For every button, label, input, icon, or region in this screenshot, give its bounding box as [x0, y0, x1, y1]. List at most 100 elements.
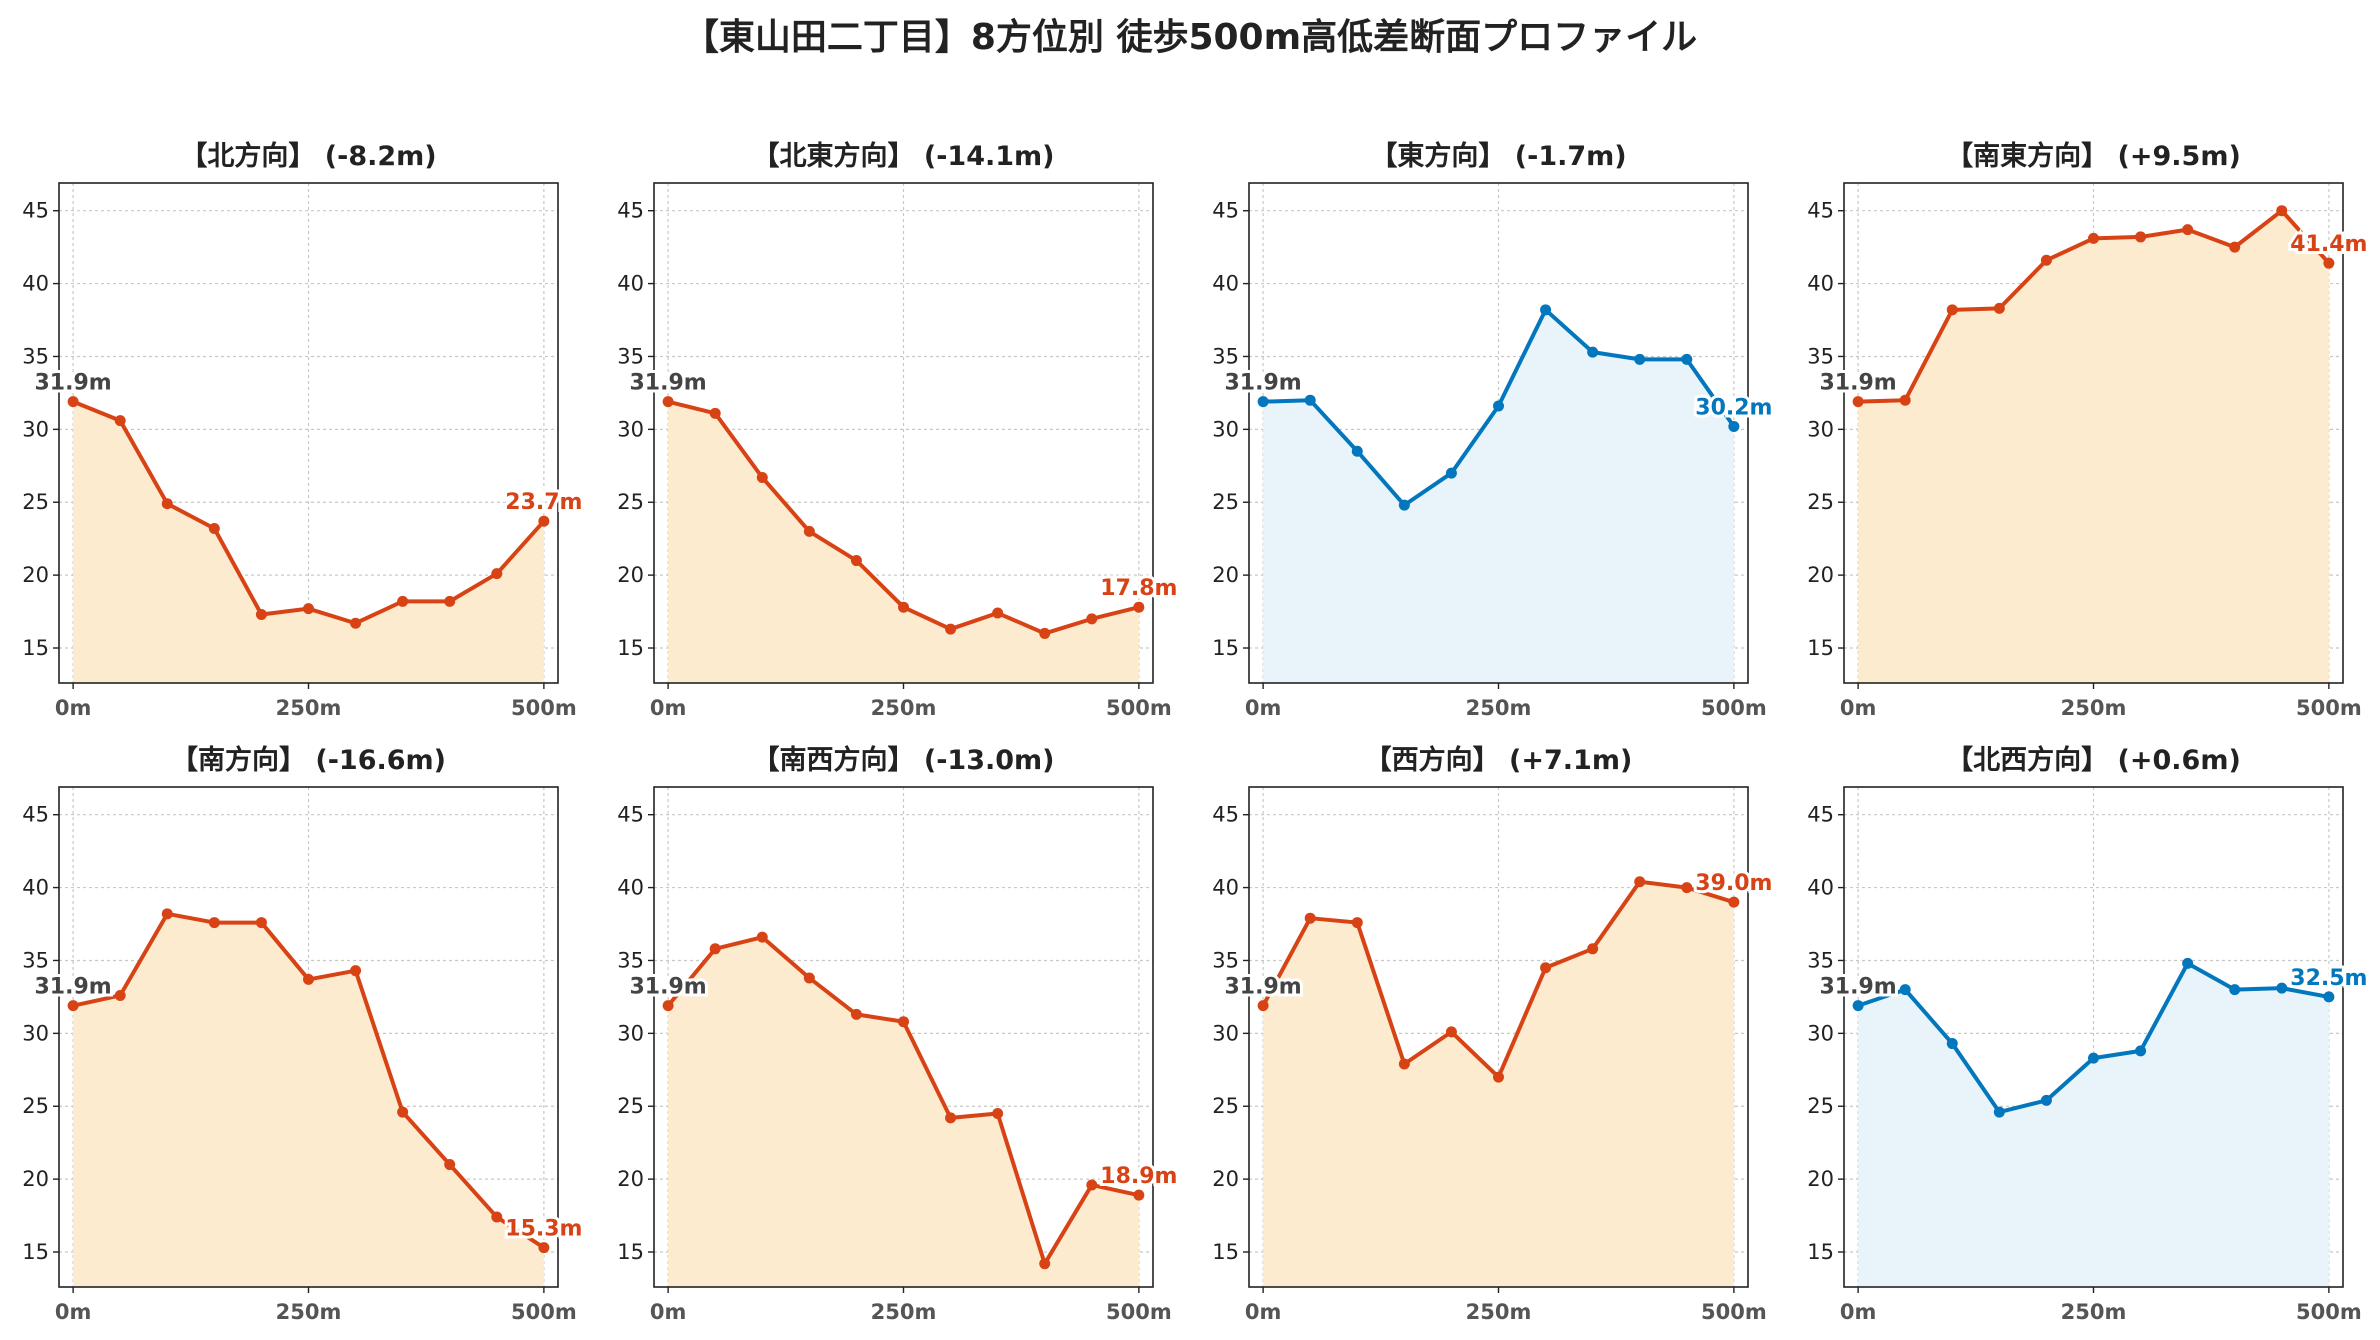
x-tick-label: 500m [1106, 1300, 1172, 1324]
y-tick-label: 40 [1807, 876, 1834, 900]
end-value-label: 39.0m [1695, 871, 1772, 896]
start-value-label: 31.9m [630, 371, 707, 396]
x-tick-label: 500m [511, 1300, 577, 1324]
data-point [2229, 984, 2241, 996]
data-point [2182, 224, 2194, 236]
data-point [114, 989, 126, 1001]
data-point [898, 1016, 909, 1028]
data-point [1946, 304, 1958, 316]
data-point [67, 396, 79, 408]
y-tick-label: 35 [617, 948, 644, 972]
y-tick-label: 40 [22, 876, 49, 900]
x-tick-label: 0m [1245, 1300, 1282, 1324]
data-point [1899, 394, 1911, 406]
data-point [992, 607, 1004, 619]
data-point [662, 396, 674, 408]
data-point [491, 1211, 503, 1223]
data-point [2276, 982, 2288, 994]
data-point [1634, 876, 1646, 888]
data-point [1728, 896, 1740, 908]
data-point [2229, 241, 2241, 253]
y-tick-label: 35 [22, 948, 49, 972]
y-tick-label: 45 [1212, 199, 1239, 223]
chart-panel-1: 【北方向】 (-8.2m) 15 20 25 30 35 40 45 0m 250m 500m 31.… [22, 140, 585, 720]
data-point [1899, 984, 1911, 996]
y-tick-label: 45 [1807, 199, 1834, 223]
y-tick-label: 15 [1212, 1240, 1239, 1264]
area-fill [668, 401, 1139, 683]
data-point [1681, 882, 1693, 894]
y-tick-label: 45 [22, 803, 49, 827]
end-value-label: 15.3m [505, 1217, 582, 1242]
end-value-label: 23.7m [505, 490, 582, 515]
y-tick-label: 30 [1807, 417, 1834, 441]
data-point [1086, 613, 1098, 625]
y-tick-label: 20 [1807, 1167, 1834, 1191]
chart-panel-6: 【南西方向】 (-13.0m) 15 20 25 30 35 40 45 0m 250m 500m 3… [617, 744, 1180, 1324]
x-tick-label: 0m [650, 696, 687, 720]
data-point [709, 407, 721, 419]
data-point [945, 623, 957, 635]
panel-title: 【北西方向】 (+0.6m) [1946, 744, 2241, 776]
data-point [444, 595, 456, 607]
x-tick-label: 500m [1106, 696, 1172, 720]
x-tick-label: 500m [1701, 1300, 1767, 1324]
y-tick-label: 40 [1807, 272, 1834, 296]
data-point [803, 525, 815, 537]
panel-title: 【南方向】 (-16.6m) [171, 744, 446, 776]
data-point [255, 608, 267, 620]
data-point [1133, 601, 1145, 613]
data-point [208, 522, 220, 534]
y-tick-label: 45 [1807, 803, 1834, 827]
end-value-label: 41.4m [2290, 232, 2367, 257]
data-point [1304, 912, 1316, 924]
area-fill [1263, 309, 1734, 683]
data-point [2323, 991, 2335, 1003]
panel-title: 【南西方向】 (-13.0m) [752, 744, 1054, 776]
y-tick-label: 25 [1212, 1094, 1239, 1118]
data-point [1634, 353, 1646, 365]
data-point [1993, 302, 2005, 314]
data-point [709, 943, 721, 955]
data-point [2040, 254, 2052, 266]
y-tick-label: 25 [1807, 490, 1834, 514]
data-point [1398, 499, 1410, 511]
data-point [850, 1008, 862, 1020]
data-point [1133, 1189, 1145, 1201]
start-value-label: 31.9m [630, 975, 707, 1000]
data-point [1852, 396, 1864, 408]
data-point [538, 1242, 550, 1254]
start-value-label: 31.9m [1820, 371, 1897, 396]
data-point [803, 972, 815, 984]
data-point [1257, 396, 1269, 408]
data-point [350, 617, 362, 629]
y-tick-label: 20 [22, 563, 49, 587]
data-point [1039, 627, 1051, 639]
area-fill [73, 913, 544, 1287]
area-fill [73, 401, 544, 683]
data-point [898, 601, 909, 613]
data-point [1493, 1071, 1504, 1083]
data-point [850, 555, 862, 567]
data-point [1398, 1058, 1410, 1070]
data-point [945, 1112, 957, 1124]
y-tick-label: 30 [1212, 417, 1239, 441]
data-point [1351, 445, 1363, 457]
panel-title: 【北方向】 (-8.2m) [180, 140, 436, 172]
chart-panel-8: 【北西方向】 (+0.6m) 15 20 25 30 35 40 45 0m 250m 500m 31… [1807, 744, 2370, 1324]
data-point [161, 498, 173, 510]
y-tick-label: 35 [1807, 948, 1834, 972]
y-tick-label: 15 [22, 636, 49, 660]
y-tick-label: 20 [22, 1167, 49, 1191]
data-point [1445, 467, 1457, 479]
x-tick-label: 250m [276, 1300, 342, 1324]
y-tick-label: 15 [617, 1240, 644, 1264]
data-point [1587, 346, 1599, 358]
data-point [2276, 205, 2288, 217]
y-tick-label: 15 [1807, 1240, 1834, 1264]
y-tick-label: 45 [1212, 803, 1239, 827]
y-tick-label: 20 [1807, 563, 1834, 587]
data-point [1540, 962, 1552, 974]
x-tick-label: 0m [55, 696, 92, 720]
